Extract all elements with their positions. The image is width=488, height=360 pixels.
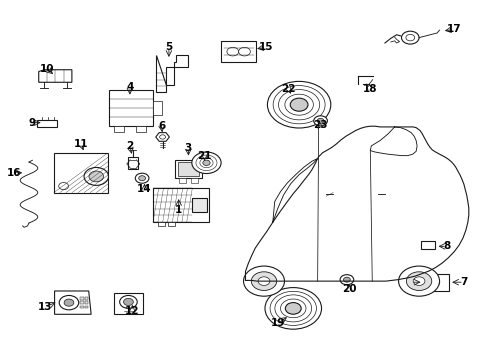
- Circle shape: [123, 298, 133, 306]
- Circle shape: [159, 135, 165, 139]
- Circle shape: [59, 183, 68, 190]
- FancyBboxPatch shape: [153, 188, 209, 222]
- Circle shape: [59, 296, 79, 310]
- FancyBboxPatch shape: [80, 297, 83, 300]
- Polygon shape: [156, 55, 188, 92]
- Text: 3: 3: [184, 143, 192, 153]
- Circle shape: [285, 302, 301, 314]
- Circle shape: [203, 160, 210, 166]
- FancyBboxPatch shape: [84, 297, 88, 300]
- Circle shape: [412, 277, 424, 285]
- Circle shape: [64, 299, 74, 306]
- FancyBboxPatch shape: [109, 90, 153, 126]
- Text: 14: 14: [137, 184, 152, 194]
- Circle shape: [405, 35, 414, 41]
- FancyBboxPatch shape: [136, 126, 146, 132]
- Circle shape: [343, 277, 349, 282]
- FancyBboxPatch shape: [114, 126, 124, 132]
- Text: 13: 13: [37, 302, 52, 312]
- Circle shape: [191, 152, 221, 174]
- Text: 7: 7: [459, 277, 467, 287]
- Circle shape: [267, 81, 330, 128]
- Text: 4: 4: [126, 82, 133, 92]
- Circle shape: [264, 288, 321, 329]
- Text: 11: 11: [74, 139, 88, 149]
- Circle shape: [426, 278, 439, 287]
- FancyBboxPatch shape: [167, 222, 175, 226]
- Text: 10: 10: [40, 64, 54, 74]
- FancyBboxPatch shape: [80, 306, 83, 309]
- FancyBboxPatch shape: [158, 222, 165, 226]
- Circle shape: [84, 167, 108, 185]
- FancyBboxPatch shape: [175, 160, 202, 178]
- Circle shape: [313, 116, 327, 126]
- FancyBboxPatch shape: [114, 293, 142, 315]
- Text: 17: 17: [446, 24, 461, 35]
- FancyBboxPatch shape: [54, 153, 108, 193]
- Text: 15: 15: [259, 42, 273, 52]
- Circle shape: [290, 98, 307, 111]
- Circle shape: [251, 272, 276, 291]
- FancyBboxPatch shape: [153, 101, 162, 116]
- FancyBboxPatch shape: [178, 162, 199, 176]
- Text: 22: 22: [281, 84, 295, 94]
- Circle shape: [317, 118, 324, 123]
- FancyBboxPatch shape: [37, 120, 57, 127]
- Circle shape: [226, 47, 238, 56]
- Circle shape: [89, 171, 103, 182]
- Text: 5: 5: [165, 42, 172, 52]
- Polygon shape: [55, 291, 91, 314]
- FancyBboxPatch shape: [80, 301, 83, 304]
- FancyBboxPatch shape: [221, 41, 256, 62]
- Circle shape: [243, 266, 284, 296]
- FancyBboxPatch shape: [128, 157, 138, 169]
- Polygon shape: [156, 132, 169, 141]
- FancyBboxPatch shape: [423, 274, 448, 291]
- Text: 21: 21: [197, 150, 211, 161]
- FancyBboxPatch shape: [192, 198, 206, 212]
- FancyBboxPatch shape: [190, 178, 197, 183]
- Circle shape: [258, 277, 269, 285]
- Text: 18: 18: [362, 84, 377, 94]
- Text: 2: 2: [126, 141, 133, 151]
- Text: 9: 9: [29, 118, 36, 128]
- FancyBboxPatch shape: [420, 241, 434, 249]
- Circle shape: [120, 296, 137, 309]
- FancyBboxPatch shape: [84, 301, 88, 304]
- FancyBboxPatch shape: [179, 178, 185, 183]
- Text: 6: 6: [158, 121, 165, 131]
- Text: 12: 12: [125, 306, 139, 316]
- Circle shape: [430, 280, 435, 284]
- Circle shape: [339, 275, 353, 285]
- Text: 8: 8: [442, 241, 449, 251]
- Circle shape: [406, 272, 431, 291]
- Circle shape: [401, 31, 418, 44]
- Polygon shape: [39, 70, 72, 82]
- Circle shape: [398, 266, 439, 296]
- Circle shape: [238, 47, 250, 56]
- Circle shape: [135, 173, 149, 183]
- Circle shape: [139, 176, 145, 181]
- Text: 20: 20: [342, 284, 356, 294]
- Text: 16: 16: [7, 168, 21, 178]
- Text: 1: 1: [175, 206, 182, 216]
- FancyBboxPatch shape: [84, 306, 88, 309]
- Text: 23: 23: [312, 120, 326, 130]
- Text: 19: 19: [270, 319, 285, 328]
